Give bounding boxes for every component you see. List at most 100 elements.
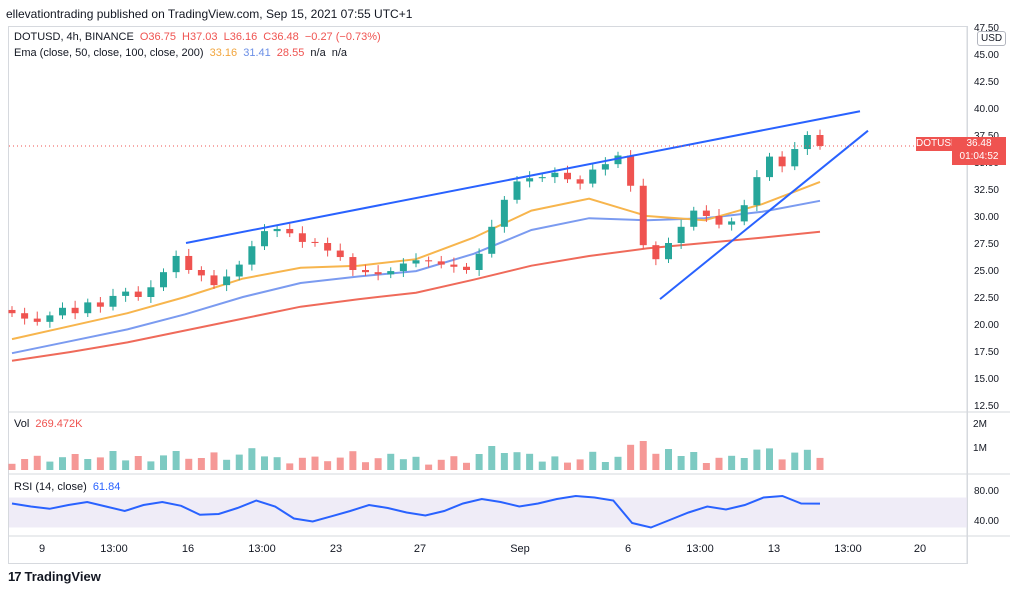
ema100-value: 31.41 [243,47,271,59]
price-tick-label-6: 32.50 [974,185,999,196]
candle-body-13 [172,255,180,273]
candle-body-38 [488,226,496,254]
volume-label: Vol [14,418,30,430]
price-tick-label-2: 42.50 [974,77,999,88]
volume-bar-5 [71,454,79,470]
volume-bar-33 [425,464,433,470]
volume-bar-55 [702,463,710,470]
volume-bar-7 [96,457,104,470]
volume-bar-47 [601,462,609,470]
candle-body-18 [235,264,243,277]
brand-name: TradingView [24,569,101,584]
price-tick-label-14: 12.50 [974,401,999,412]
price-tick-label-1: 45.00 [974,50,999,61]
time-tick-label-7: 6 [625,543,631,555]
volume-bar-31 [399,459,407,470]
symbol-price-tag: DOTUSD [916,137,959,151]
time-tick-label-9: 13 [768,543,780,555]
volume-bar-43 [551,456,559,470]
candle-body-17 [223,276,231,286]
upper-trendline [185,110,861,244]
candle-body-15 [197,270,205,276]
price-tick-label-10: 22.50 [974,293,999,304]
candle-body-34 [437,261,445,265]
candle-body-49 [627,155,635,186]
candle-body-2 [33,318,41,322]
candle-body-58 [740,205,748,222]
volume-bar-59 [753,449,761,470]
volume-bar-51 [652,453,660,470]
candle-body-50 [639,185,647,246]
volume-bar-35 [450,456,458,470]
volume-bar-57 [728,455,736,470]
candle-body-22 [286,228,294,234]
volume-bar-60 [766,448,773,470]
volume-bar-41 [526,453,534,470]
ema100-line [11,199,821,355]
price-tick-label-4: 37.50 [974,131,999,142]
candle-body-56 [715,216,723,225]
rsi-value: 61.84 [92,481,121,493]
volume-bar-8 [109,451,117,470]
price-tick-label-9: 25.00 [974,266,999,277]
price-tick-label-11: 20.00 [974,320,999,331]
rsi-tick-label-1: 40.00 [974,516,999,527]
candle-body-14 [185,255,193,270]
candle-body-47 [601,164,609,170]
candle-body-6 [84,302,92,314]
volume-bar-44 [564,462,571,470]
candle-body-5 [71,307,79,314]
volume-bar-30 [387,453,395,470]
candle-body-4 [59,307,66,316]
candle-body-45 [576,179,584,184]
volume-bar-32 [412,456,420,470]
low-value: L36.16 [223,31,258,43]
volume-bar-4 [59,457,66,470]
volume-bar-13 [172,451,180,470]
ema50-value: 33.16 [209,47,238,59]
candle-body-35 [450,264,458,267]
candle-body-44 [564,172,571,180]
publisher-line: ellevationtrading published on TradingVi… [6,7,413,21]
price-tick-label-12: 17.50 [974,347,999,358]
volume-bar-45 [576,459,584,470]
candle-body-8 [109,295,117,307]
volume-bar-38 [488,446,496,470]
volume-bar-18 [235,454,243,470]
price-tick-label-3: 40.00 [974,104,999,115]
ema-legend: Ema (close, 50, close, 100, close, 200) … [14,47,350,59]
candle-body-62 [791,149,799,167]
volume-bar-49 [627,444,635,470]
candle-body-53 [677,226,685,243]
candle-body-63 [803,135,811,150]
volume-bar-19 [248,448,256,470]
candle-body-10 [134,291,142,297]
rsi-label: RSI (14, close) [14,481,87,493]
time-tick-label-3: 13:00 [248,543,276,555]
volume-tick-label-1: 1M [973,443,987,454]
time-tick-label-11: 20 [914,543,926,555]
rsi-tick-label-0: 80.00 [974,486,999,497]
volume-value: 269.472K [35,418,83,430]
candle-body-57 [728,221,736,225]
candle-body-64 [816,135,824,147]
volume-bar-1 [21,459,29,470]
rsi-line [11,494,821,529]
lower-trendline [659,129,869,300]
currency-badge[interactable]: USD [977,31,1007,46]
candle-body-26 [336,250,344,258]
candle-body-33 [425,260,433,262]
candle-body-29 [374,272,382,275]
volume-tick-label-0: 2M [973,419,987,430]
volume-bar-6 [84,459,92,470]
candle-body-7 [96,302,104,307]
candle-body-36 [463,266,470,270]
volume-bar-63 [803,449,811,470]
volume-bar-12 [160,455,167,470]
ohlc-legend: DOTUSD, 4h, BINANCE O36.75 H37.03 L36.16… [14,31,384,43]
tradingview-footer[interactable]: 17 TradingView [8,569,101,584]
volume-bar-53 [677,456,685,470]
high-value: H37.03 [182,31,218,43]
candle-body-9 [122,291,130,296]
